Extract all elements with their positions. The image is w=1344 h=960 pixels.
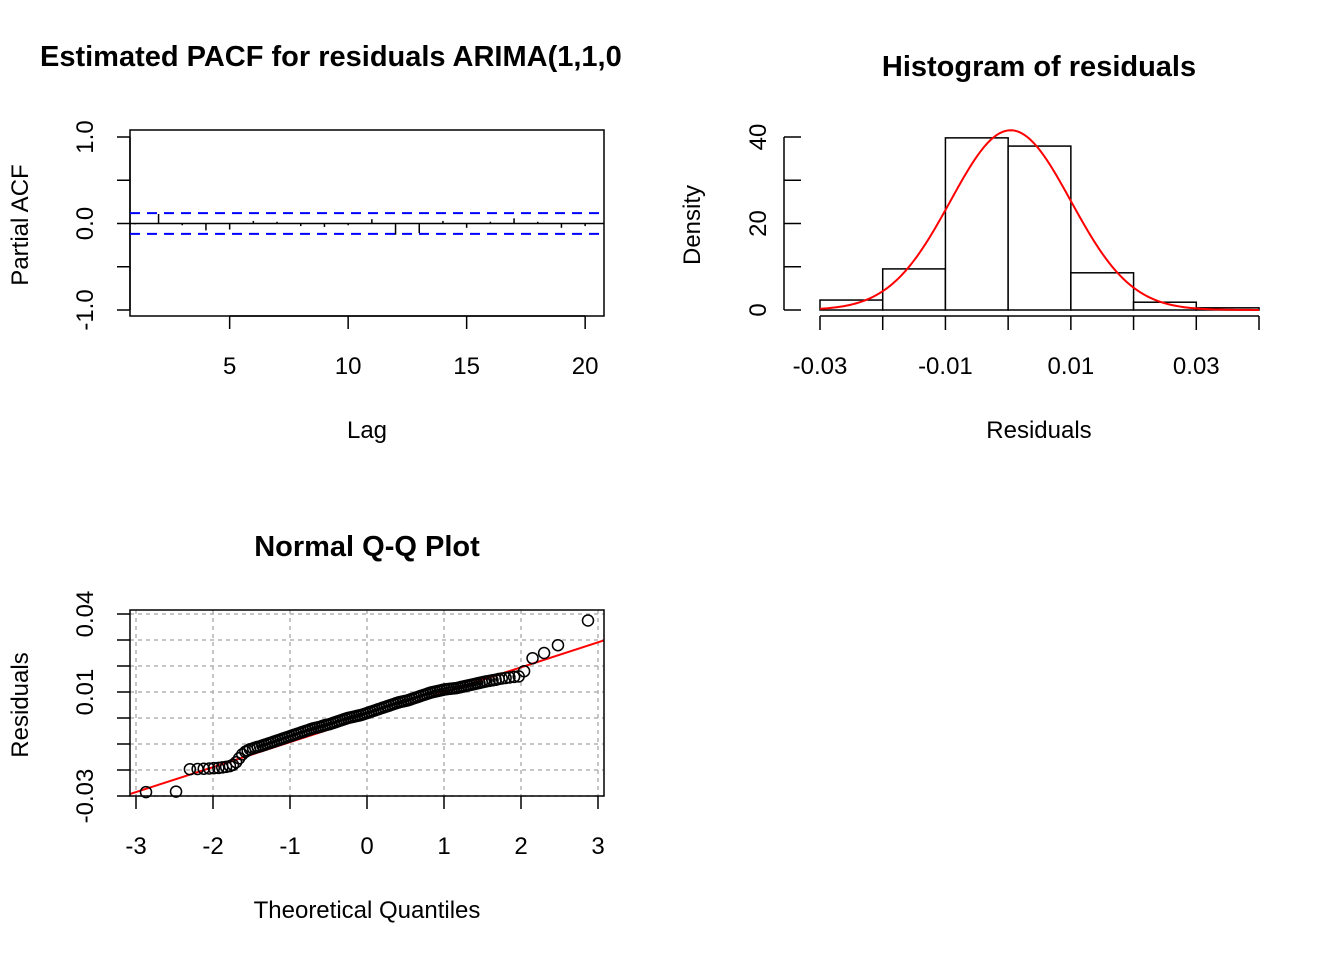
- pacf-title: Estimated PACF for residuals ARIMA(1,1,0: [40, 41, 622, 73]
- histogram-x-axis-label: Residuals: [986, 417, 1091, 444]
- qq-point: [207, 761, 221, 775]
- qq-point: [499, 671, 512, 685]
- qq-point: [229, 755, 243, 769]
- qq-x-tick-label: -3: [125, 833, 146, 860]
- qq-point: [169, 785, 183, 798]
- histogram-title: Histogram of residuals: [882, 51, 1196, 83]
- histogram-y-tick-label: 40: [745, 124, 772, 151]
- pacf-x-tick-label: 15: [453, 353, 480, 380]
- qq-x-tick-label: 2: [514, 833, 527, 860]
- qq-point: [526, 651, 539, 665]
- histogram-x-tick-label: 0.01: [1047, 353, 1094, 380]
- qq-x-axis-label: Theoretical Quantiles: [254, 897, 481, 924]
- pacf-y-axis-label: Partial ACF: [7, 164, 34, 285]
- qq-x-tick-label: 0: [360, 833, 373, 860]
- qq-point: [197, 762, 211, 775]
- qq-point: [507, 670, 521, 684]
- histogram-bar: [1132, 301, 1198, 311]
- qq-y-tick-label: 0.04: [72, 591, 99, 638]
- qq-point: [551, 638, 565, 652]
- histogram-x-tick-label: -0.03: [793, 353, 848, 380]
- histogram-bar: [944, 137, 1009, 311]
- histogram-x-tick-label: -0.01: [918, 353, 973, 380]
- qq-x-tick-label: -2: [202, 833, 223, 860]
- qq-point: [581, 614, 595, 627]
- qq-point: [212, 761, 225, 775]
- qq-x-tick-label: 3: [591, 833, 604, 860]
- qq-point: [139, 785, 153, 799]
- qq-y-tick-label: -0.03: [72, 769, 99, 824]
- histogram-y-tick-label: 20: [745, 210, 772, 237]
- pacf-x-tick-label: 10: [335, 353, 362, 380]
- pacf-x-axis-label: Lag: [347, 417, 387, 444]
- qq-point: [503, 671, 516, 684]
- pacf-y-tick-label: 0.0: [72, 207, 99, 240]
- histogram-y-axis-label: Density: [679, 185, 706, 265]
- qq-point: [495, 672, 508, 685]
- qq-y-tick-label: 0.01: [72, 669, 99, 716]
- pacf-x-tick-label: 5: [223, 353, 236, 380]
- qq-point: [183, 762, 197, 776]
- histogram-panel: Histogram of residuals Residuals Density…: [679, 51, 1260, 444]
- histogram-y-tick-label: 0: [745, 303, 772, 316]
- histogram-x-tick-label: 0.03: [1173, 353, 1220, 380]
- qq-x-tick-label: -1: [279, 833, 300, 860]
- qq-x-tick-label: 1: [437, 833, 450, 860]
- qq-title: Normal Q-Q Plot: [254, 531, 480, 563]
- histogram-bar: [881, 268, 947, 311]
- qq-point: [537, 646, 551, 660]
- qq-y-axis-label: Residuals: [7, 652, 34, 757]
- pacf-y-tick-label: -1.0: [72, 289, 99, 330]
- pacf-y-tick-label: 1.0: [72, 120, 99, 153]
- pacf-panel: Estimated PACF for residuals ARIMA(1,1,0…: [7, 41, 622, 444]
- pacf-x-tick-label: 20: [572, 353, 599, 380]
- histogram-normal-curve: [819, 129, 1259, 311]
- histogram-bar: [1007, 145, 1072, 311]
- qq-point: [517, 664, 531, 678]
- qq-point: [202, 762, 216, 775]
- qq-panel: Normal Q-Q Plot Theoretical Quantiles Re…: [7, 531, 605, 924]
